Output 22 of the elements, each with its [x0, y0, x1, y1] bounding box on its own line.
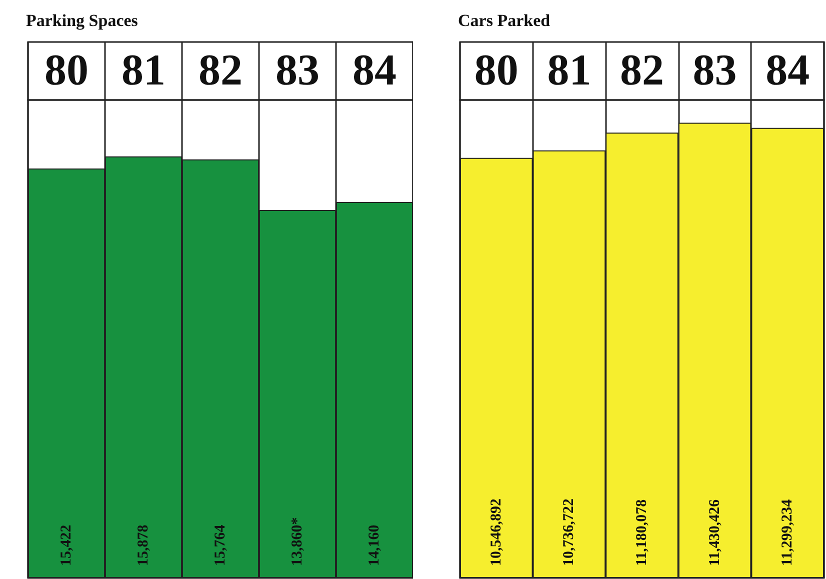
data-label: 11,180,078: [634, 499, 650, 566]
data-label: 14,160: [366, 524, 382, 566]
chart-title: Parking Spaces: [26, 11, 138, 30]
x-tick-label: 83: [276, 46, 320, 94]
x-tick-label: 84: [766, 46, 810, 94]
x-tick-label: 84: [352, 46, 396, 94]
data-label: 10,546,892: [488, 498, 504, 566]
x-tick-label: 83: [692, 46, 737, 94]
data-label: 11,430,426: [706, 498, 723, 566]
data-label: 15,764: [212, 524, 228, 566]
x-tick-label: 81: [122, 46, 166, 94]
x-tick-label: 80: [44, 46, 88, 94]
x-tick-label: 82: [198, 46, 242, 94]
data-label: 15,422: [58, 524, 74, 566]
data-label: 15,878: [136, 524, 152, 566]
x-tick-label: 82: [620, 46, 664, 94]
data-label: 13,860*: [290, 517, 306, 566]
x-tick-label: 81: [547, 46, 592, 94]
data-label: 10,736,722: [561, 498, 578, 566]
chart-title: Cars Parked: [458, 11, 551, 30]
x-tick-label: 80: [474, 46, 518, 94]
data-label: 11,299,234: [780, 498, 796, 566]
